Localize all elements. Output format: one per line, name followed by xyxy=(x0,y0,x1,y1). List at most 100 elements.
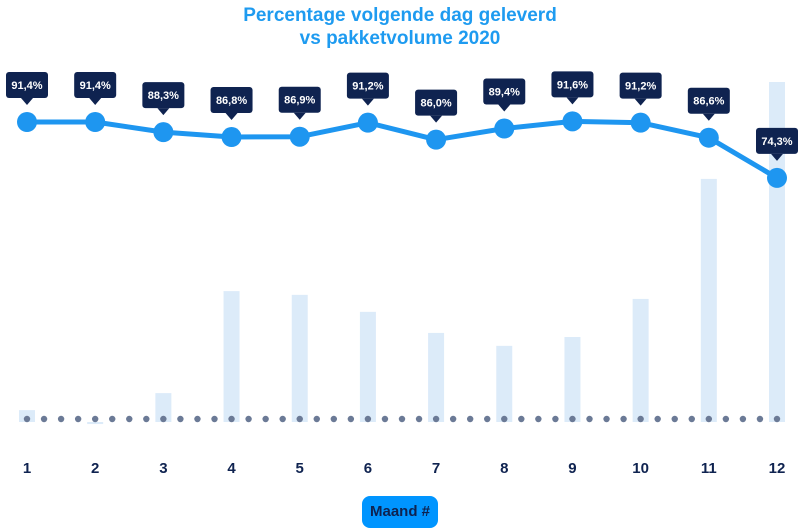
baseline-dot xyxy=(177,415,184,423)
baseline-dot xyxy=(739,415,747,423)
data-point xyxy=(357,112,378,133)
series-line xyxy=(27,118,779,181)
volume-bar xyxy=(291,294,308,422)
subtitle: vs pakketvolume 2020 xyxy=(299,28,501,49)
baseline-dot xyxy=(449,415,457,423)
baseline-dot xyxy=(74,415,82,423)
data-label-box xyxy=(142,82,185,109)
data-label: 91,6% xyxy=(557,79,588,91)
data-label-box xyxy=(210,87,253,114)
volume-bar xyxy=(87,422,104,425)
baseline-dot xyxy=(552,415,559,423)
x-tick-label: 2 xyxy=(91,460,99,477)
data-label: 91,4% xyxy=(11,80,42,92)
baseline-dot xyxy=(722,415,730,423)
baseline-dot xyxy=(398,415,406,423)
title: Percentage volgende dag geleverd xyxy=(243,5,557,26)
data-point xyxy=(153,122,174,143)
data-point xyxy=(17,112,37,132)
baseline-dot xyxy=(91,415,99,423)
baseline-dot xyxy=(381,415,389,423)
volume-bar xyxy=(632,298,649,422)
x-tick-label: 3 xyxy=(159,460,167,477)
volume-bar xyxy=(359,311,376,422)
data-label-pointer xyxy=(293,112,306,120)
baseline-dot xyxy=(347,415,355,423)
data-label-box xyxy=(619,72,662,99)
baseline-dot xyxy=(143,415,150,423)
data-label: 86,8% xyxy=(216,95,247,107)
x-tick-label: 7 xyxy=(432,460,440,477)
data-label-box xyxy=(483,78,526,105)
volume-bar xyxy=(769,82,785,422)
volume-bar xyxy=(564,337,581,422)
baseline-dot xyxy=(211,415,218,423)
data-point xyxy=(85,112,106,132)
data-point xyxy=(698,127,719,148)
x-tick-label: 6 xyxy=(364,460,372,477)
data-label-pointer xyxy=(225,113,238,121)
x-tick-label: 9 xyxy=(568,460,576,477)
data-label-box xyxy=(756,127,798,154)
data-label: 91,4% xyxy=(80,80,111,92)
data-point xyxy=(426,129,447,150)
baseline-dot xyxy=(773,415,781,423)
data-label-pointer xyxy=(157,108,170,116)
baseline-dot xyxy=(501,415,508,423)
baseline-dot xyxy=(23,415,31,423)
data-label-pointer xyxy=(89,98,102,105)
data-label: 86,9% xyxy=(284,95,315,107)
data-label-pointer xyxy=(771,153,783,161)
baseline-dot xyxy=(194,415,201,423)
baseline-dot xyxy=(330,415,338,423)
volume-bar xyxy=(223,291,240,422)
baseline-dot xyxy=(620,415,627,423)
baseline-dot xyxy=(245,415,252,423)
data-label-pointer xyxy=(361,98,374,106)
baseline-dot xyxy=(364,415,372,423)
data-label: 74,3% xyxy=(761,136,792,148)
data-label-pointer xyxy=(702,113,715,121)
data-point xyxy=(630,112,651,133)
volume-bar xyxy=(155,393,172,422)
baseline-dot xyxy=(569,415,576,423)
x-tick-label: 8 xyxy=(500,460,508,477)
data-label-box xyxy=(415,89,458,116)
x-tick-label: 4 xyxy=(227,460,236,477)
baseline-dot xyxy=(262,415,269,423)
data-point xyxy=(289,126,310,147)
baseline-dot xyxy=(415,415,423,423)
data-label-box xyxy=(6,72,48,98)
x-tick-label: 12 xyxy=(769,460,786,477)
baseline-dot xyxy=(160,415,167,423)
data-label-box xyxy=(74,72,117,98)
baseline-dot xyxy=(126,415,133,423)
baseline-dot xyxy=(756,415,764,423)
baseline-dot xyxy=(57,415,65,423)
data-point xyxy=(494,118,515,139)
data-label-box xyxy=(346,72,389,99)
baseline-dot xyxy=(279,415,286,423)
baseline-dot xyxy=(109,415,116,423)
baseline-dot xyxy=(603,415,610,423)
data-label-pointer xyxy=(21,98,33,105)
data-label-pointer xyxy=(498,104,511,112)
data-label: 91,2% xyxy=(352,81,383,93)
baseline-dot xyxy=(484,415,491,423)
baseline-dot xyxy=(296,415,303,423)
baseline-dot xyxy=(313,415,320,423)
x-tick-label: 1 xyxy=(23,460,31,477)
data-point xyxy=(562,111,583,132)
data-label: 86,6% xyxy=(693,96,724,108)
data-label-box xyxy=(278,86,321,113)
data-label-pointer xyxy=(566,97,579,105)
data-label-box xyxy=(551,71,594,98)
data-point xyxy=(221,127,242,148)
baseline-dot xyxy=(705,415,713,423)
data-label-pointer xyxy=(430,115,443,123)
x-tick-label: 5 xyxy=(296,460,304,477)
volume-bar xyxy=(496,345,513,422)
baseline-dot xyxy=(228,415,235,423)
x-axis-label-button[interactable]: Maand # xyxy=(362,496,438,528)
